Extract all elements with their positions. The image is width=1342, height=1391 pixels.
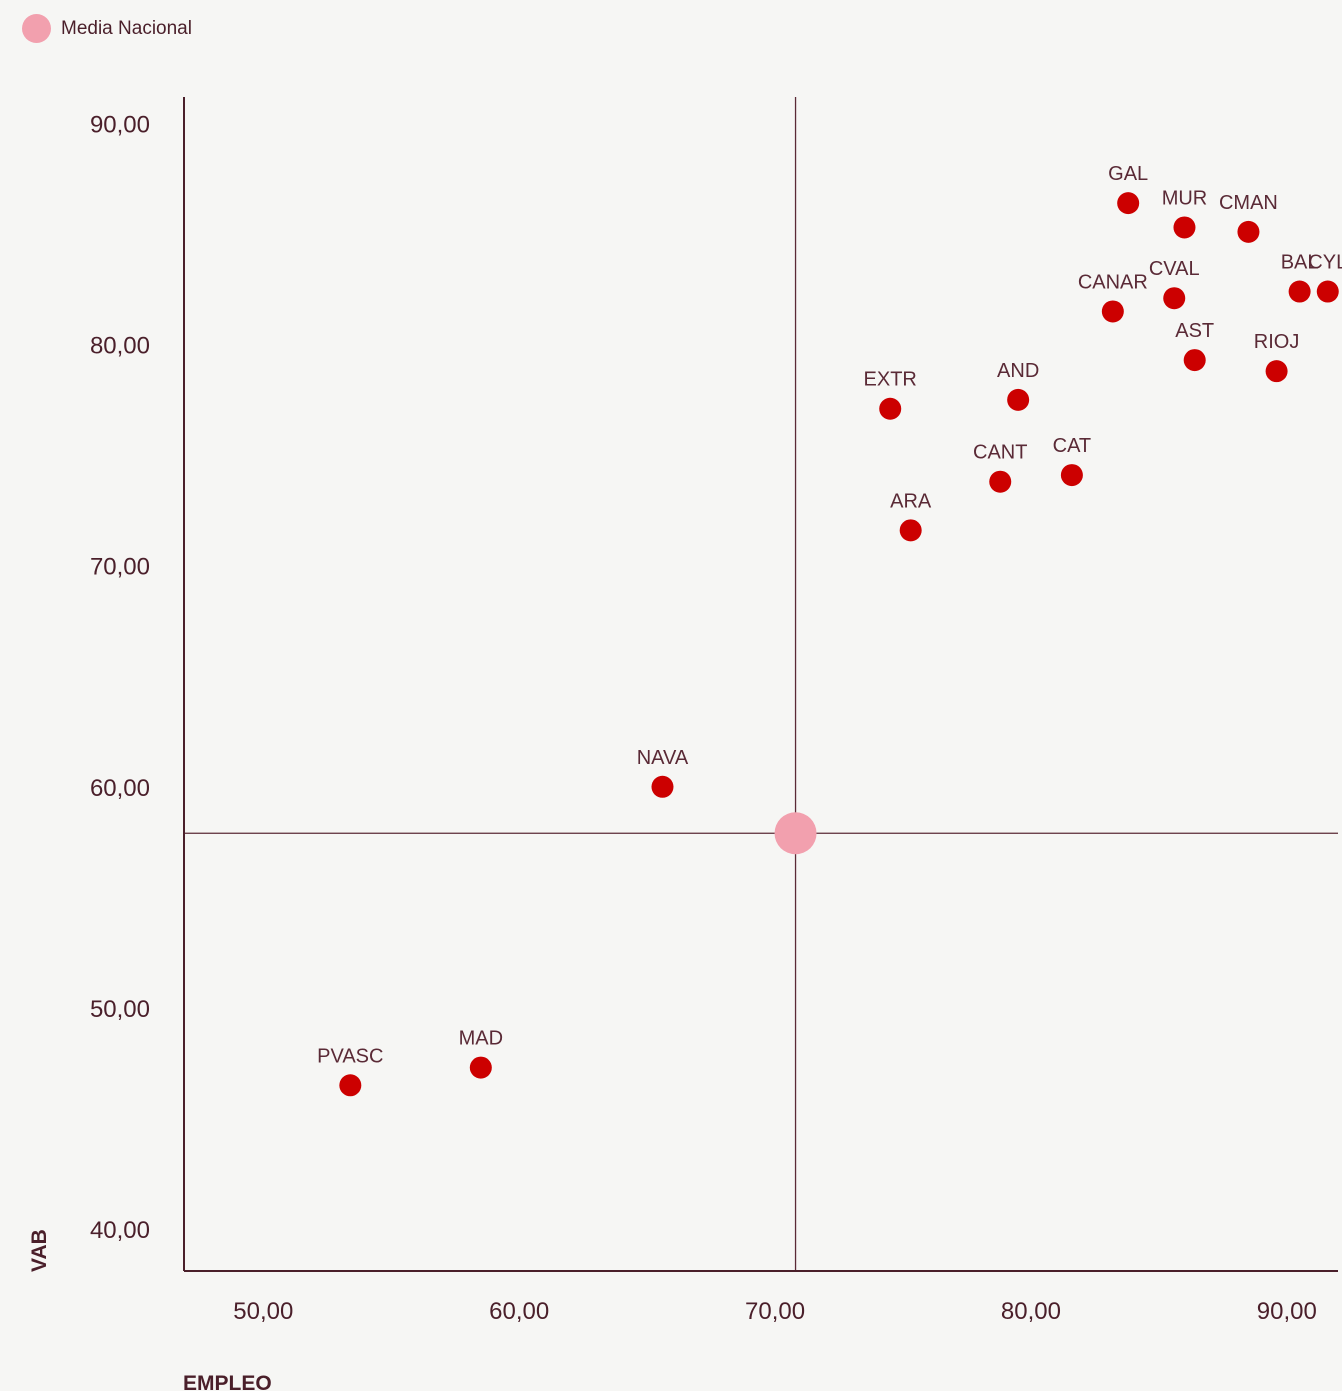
data-point bbox=[469, 1056, 492, 1079]
point-label: GAL bbox=[1108, 163, 1148, 185]
point-label: RIOJ bbox=[1254, 331, 1300, 353]
legend: Media Nacional bbox=[22, 14, 192, 43]
data-point bbox=[339, 1074, 362, 1097]
point-label: MUR bbox=[1162, 187, 1208, 209]
data-point bbox=[989, 470, 1012, 493]
data-point bbox=[1117, 192, 1140, 215]
point-label: CAT bbox=[1053, 435, 1092, 457]
point-label: CANT bbox=[973, 442, 1027, 464]
reference-point bbox=[774, 812, 817, 855]
x-axis-title: EMPLEO bbox=[183, 1372, 272, 1391]
point-label: BAL bbox=[1281, 252, 1319, 274]
y-tick-label: 70,00 bbox=[90, 554, 150, 581]
data-point bbox=[651, 775, 674, 798]
x-tick-label: 90,00 bbox=[1257, 1298, 1317, 1325]
y-tick-label: 40,00 bbox=[90, 1217, 150, 1244]
data-point bbox=[1183, 349, 1206, 372]
data-point bbox=[1237, 220, 1260, 243]
point-label: CVAL bbox=[1149, 258, 1200, 280]
point-label: CMAN bbox=[1219, 192, 1278, 214]
point-label: PVASC bbox=[317, 1045, 383, 1067]
x-tick-label: 80,00 bbox=[1001, 1298, 1061, 1325]
point-label: EXTR bbox=[864, 369, 917, 391]
point-label: CYL bbox=[1308, 252, 1342, 274]
data-point bbox=[1163, 287, 1186, 310]
point-label: ARA bbox=[890, 490, 932, 512]
media-nacional-legend-marker bbox=[22, 14, 51, 43]
data-point bbox=[899, 519, 922, 542]
data-point bbox=[1060, 464, 1083, 487]
tick-labels: 50,00 60,00 70,00 80,00 90,00 40,00 50,00 60,00… bbox=[90, 112, 1317, 1325]
y-axis-title: VAB bbox=[28, 1229, 51, 1272]
data-point bbox=[1265, 360, 1288, 383]
x-tick-label: 50,00 bbox=[233, 1298, 293, 1325]
data-point bbox=[1007, 388, 1030, 411]
data-point bbox=[1288, 280, 1311, 303]
data-point bbox=[1101, 300, 1124, 323]
axes bbox=[183, 97, 1338, 1272]
y-tick-label: 80,00 bbox=[90, 333, 150, 360]
y-tick-label: 50,00 bbox=[90, 996, 150, 1023]
point-label: NAVA bbox=[637, 747, 689, 769]
data-point bbox=[1173, 216, 1196, 239]
point-label: AST bbox=[1175, 320, 1214, 342]
y-tick-label: 90,00 bbox=[90, 112, 150, 139]
point-label: AND bbox=[997, 360, 1039, 382]
x-tick-label: 70,00 bbox=[745, 1298, 805, 1325]
data-point bbox=[879, 397, 902, 420]
legend-label: Media Nacional bbox=[61, 17, 192, 39]
point-label: MAD bbox=[459, 1028, 503, 1050]
media-nacional-point bbox=[774, 812, 817, 855]
reference-lines bbox=[184, 97, 1338, 1271]
point-label: CANAR bbox=[1078, 271, 1148, 293]
data-point bbox=[1316, 280, 1339, 303]
y-tick-label: 60,00 bbox=[90, 775, 150, 802]
x-tick-label: 60,00 bbox=[489, 1298, 549, 1325]
